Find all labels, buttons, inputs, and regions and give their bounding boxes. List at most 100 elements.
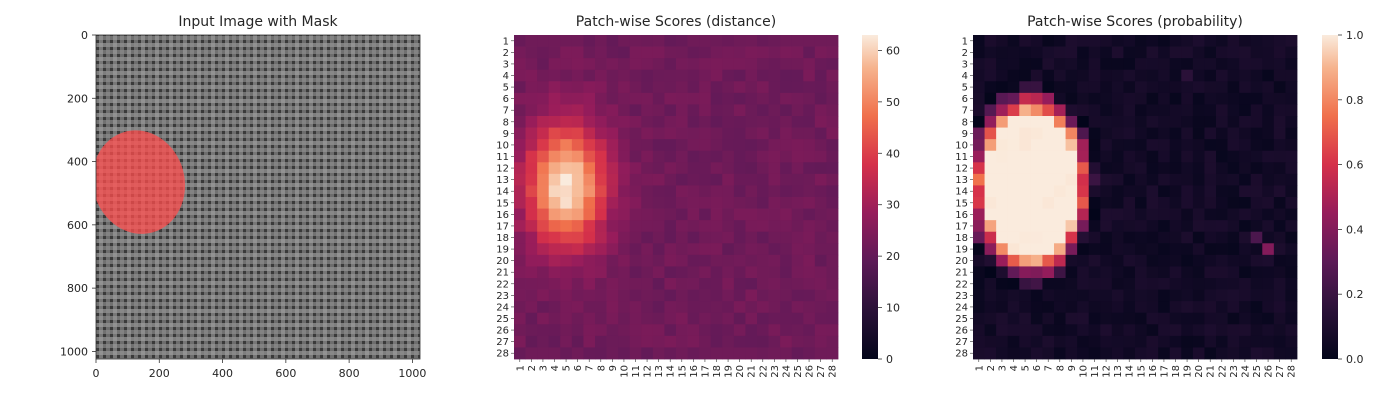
heatmap-cell bbox=[1239, 266, 1252, 279]
heatmap-cell bbox=[768, 335, 781, 348]
heatmap-cell bbox=[1019, 197, 1032, 209]
heatmap-cell bbox=[1054, 139, 1066, 152]
heatmap-cell bbox=[1181, 92, 1194, 105]
heatmap-cell bbox=[1169, 173, 1182, 186]
heatmap-cell bbox=[1054, 150, 1066, 163]
heatmap-cell bbox=[514, 231, 526, 244]
heatmap-cell bbox=[1227, 173, 1240, 186]
heatmap-cell bbox=[826, 92, 839, 105]
heatmap-cell bbox=[1019, 324, 1032, 337]
heatmap-cell bbox=[1181, 254, 1194, 267]
heatmap-cell bbox=[571, 254, 584, 267]
colorbar-distance bbox=[862, 35, 878, 359]
heatmap-cell bbox=[676, 231, 688, 244]
heatmap-cell bbox=[1100, 231, 1113, 244]
heatmap-cell bbox=[676, 58, 688, 71]
heatmap-cell bbox=[1192, 116, 1205, 128]
heatmap-cell bbox=[1158, 231, 1171, 244]
row-tick-label: 9 bbox=[962, 129, 968, 140]
heatmap-cell bbox=[606, 289, 619, 302]
heatmap-cell bbox=[514, 312, 526, 325]
heatmap-cell bbox=[595, 347, 607, 360]
heatmap-cell bbox=[571, 208, 584, 221]
heatmap-cell bbox=[733, 301, 746, 314]
heatmap-cell bbox=[618, 35, 631, 47]
heatmap-cell bbox=[1111, 139, 1124, 152]
heatmap-cell bbox=[1019, 254, 1032, 267]
heatmap-cell bbox=[537, 104, 550, 117]
heatmap-cell bbox=[733, 127, 746, 140]
heatmap-cell bbox=[1123, 208, 1136, 221]
heatmap-cell bbox=[984, 92, 997, 105]
heatmap-cell bbox=[1088, 266, 1101, 279]
heatmap-cell bbox=[814, 173, 827, 186]
heatmap-cell bbox=[664, 92, 677, 105]
heatmap-cell bbox=[1273, 116, 1286, 128]
heatmap-cell bbox=[722, 116, 735, 128]
heatmap-cell bbox=[1123, 35, 1136, 47]
heatmap-cell bbox=[803, 35, 816, 47]
heatmap-cell bbox=[1135, 46, 1147, 59]
row-tick-label: 18 bbox=[496, 233, 509, 244]
heatmap-cell bbox=[1077, 335, 1090, 348]
heatmap-cell bbox=[1065, 289, 1078, 302]
heatmap-cell bbox=[1204, 243, 1217, 256]
heatmap-cell bbox=[780, 301, 793, 314]
heatmap-cell bbox=[1007, 312, 1020, 325]
heatmap-cell bbox=[1250, 69, 1263, 82]
heatmap-cell bbox=[791, 278, 804, 290]
heatmap-cell bbox=[1030, 243, 1043, 256]
heatmap-cell bbox=[537, 243, 550, 256]
heatmap-cell bbox=[803, 92, 816, 105]
heatmap-cell bbox=[571, 347, 584, 360]
heatmap-cell bbox=[1135, 173, 1147, 186]
heatmap-cell bbox=[768, 69, 781, 82]
heatmap-cell bbox=[1227, 266, 1240, 279]
heatmap-cell bbox=[745, 324, 758, 337]
heatmap-cell bbox=[1042, 81, 1055, 94]
heatmap-cell bbox=[1042, 162, 1055, 175]
heatmap-cell bbox=[514, 301, 526, 314]
x-tick-label: 600 bbox=[275, 367, 296, 380]
col-tick-label: 2 bbox=[986, 365, 997, 371]
heatmap-cell bbox=[803, 266, 816, 279]
heatmap-cell bbox=[710, 324, 723, 337]
heatmap-cell bbox=[525, 185, 538, 198]
heatmap-cell bbox=[745, 104, 758, 117]
heatmap-cell bbox=[1169, 220, 1182, 233]
heatmap-cell bbox=[548, 335, 561, 348]
heatmap-cell bbox=[826, 58, 839, 71]
heatmap-cell bbox=[652, 324, 665, 337]
heatmap-cell bbox=[710, 243, 723, 256]
heatmap-cell bbox=[1111, 173, 1124, 186]
heatmap-cell bbox=[687, 324, 700, 337]
heatmap-cell bbox=[1239, 278, 1252, 290]
heatmap-cell bbox=[757, 173, 769, 186]
heatmap-cell bbox=[768, 127, 781, 140]
heatmap-cell bbox=[814, 208, 827, 221]
heatmap-cell bbox=[1181, 173, 1194, 186]
heatmap-cell bbox=[1181, 197, 1194, 209]
heatmap-cell bbox=[1100, 197, 1113, 209]
heatmap-cell bbox=[652, 69, 665, 82]
heatmap-cell bbox=[687, 301, 700, 314]
heatmap-cell bbox=[757, 81, 769, 94]
heatmap-cell bbox=[560, 301, 573, 314]
heatmap-cell bbox=[973, 104, 985, 117]
heatmap-cell bbox=[1216, 173, 1228, 186]
heatmap-cell bbox=[1088, 312, 1101, 325]
heatmap-cell bbox=[595, 197, 607, 209]
heatmap-cell bbox=[1146, 254, 1159, 267]
heatmap-cell bbox=[1019, 104, 1032, 117]
heatmap-cell bbox=[1135, 312, 1147, 325]
col-tick-label: 21 bbox=[1206, 365, 1217, 378]
heatmap-cell bbox=[1030, 301, 1043, 314]
heatmap-cell bbox=[618, 150, 631, 163]
heatmap-cell bbox=[1262, 231, 1275, 244]
heatmap-cell bbox=[733, 173, 746, 186]
heatmap-cell bbox=[525, 58, 538, 71]
col-tick-label: 22 bbox=[1217, 365, 1228, 378]
heatmap-cell bbox=[1273, 243, 1286, 256]
heatmap-cell bbox=[641, 92, 654, 105]
heatmap-cell bbox=[1077, 150, 1090, 163]
